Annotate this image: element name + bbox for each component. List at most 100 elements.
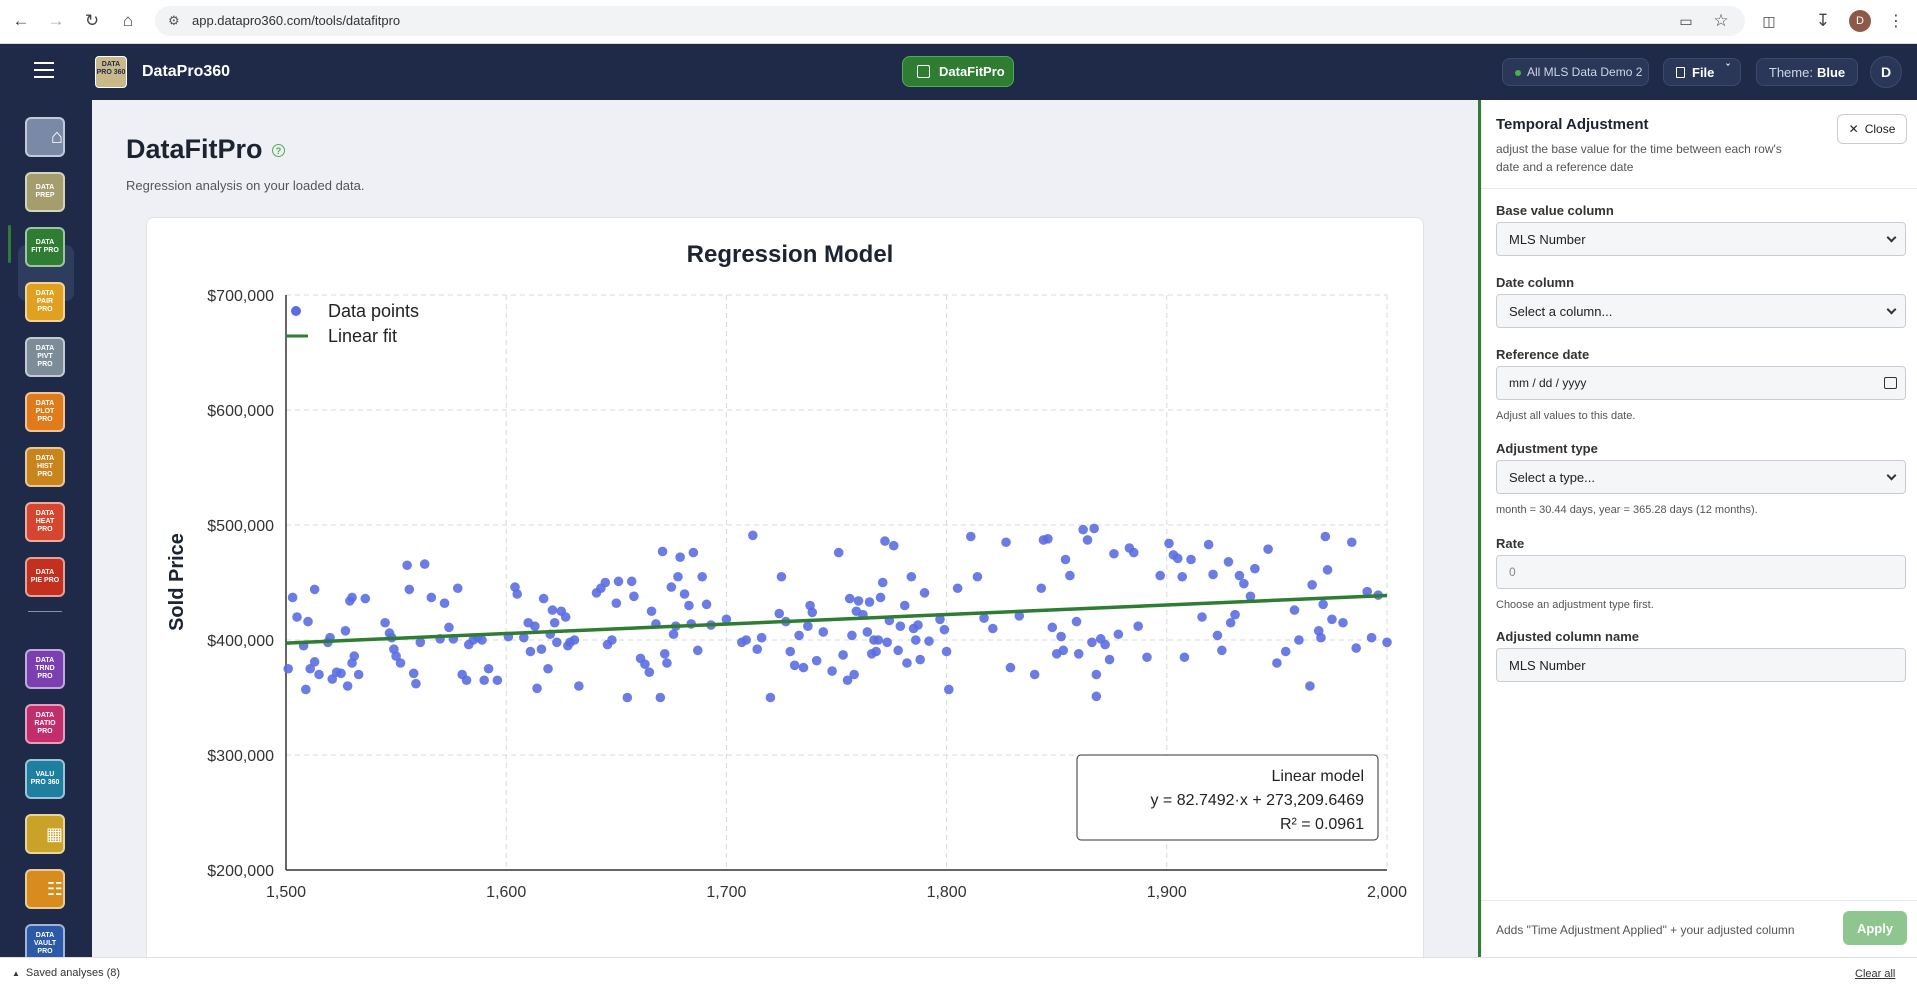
data-point[interactable] bbox=[803, 621, 813, 631]
data-point[interactable] bbox=[1100, 639, 1110, 650]
data-point[interactable] bbox=[875, 592, 886, 603]
data-point[interactable] bbox=[924, 636, 934, 646]
data-point[interactable] bbox=[292, 612, 302, 622]
data-point[interactable] bbox=[525, 646, 536, 657]
data-point[interactable] bbox=[607, 635, 617, 645]
data-point[interactable] bbox=[873, 635, 884, 645]
help-icon[interactable]: ? bbox=[272, 144, 285, 157]
data-point[interactable] bbox=[402, 560, 412, 571]
data-point[interactable] bbox=[1351, 643, 1361, 653]
data-point[interactable] bbox=[655, 692, 666, 703]
data-point[interactable] bbox=[666, 582, 677, 592]
data-point[interactable] bbox=[353, 669, 364, 680]
forward-icon[interactable]: → bbox=[47, 11, 65, 30]
data-point[interactable] bbox=[1155, 570, 1165, 581]
sidebar-item-plot[interactable]: DATA PLOT PRO bbox=[25, 392, 65, 432]
data-point[interactable] bbox=[492, 675, 503, 686]
data-point[interactable] bbox=[774, 608, 785, 619]
saved-analyses-toggle[interactable]: ▲ Saved analyses (8) bbox=[12, 967, 120, 979]
data-point[interactable] bbox=[899, 600, 910, 611]
data-point[interactable] bbox=[972, 571, 983, 582]
sidebar-item-trnd[interactable]: DATA TRND PRO bbox=[25, 649, 65, 689]
data-point[interactable] bbox=[552, 637, 562, 648]
data-point[interactable] bbox=[833, 547, 844, 558]
data-point[interactable] bbox=[1305, 681, 1315, 691]
data-point[interactable] bbox=[1294, 635, 1304, 645]
data-point[interactable] bbox=[1164, 538, 1174, 549]
sidebar-item-ratio[interactable]: DATA RATIO PRO bbox=[25, 704, 65, 744]
data-point[interactable] bbox=[902, 658, 912, 668]
base-value-select[interactable]: MLS Number bbox=[1496, 222, 1906, 256]
data-point[interactable] bbox=[408, 668, 419, 679]
data-point[interactable] bbox=[530, 621, 540, 631]
data-point[interactable] bbox=[1091, 691, 1102, 702]
data-point[interactable] bbox=[988, 623, 998, 634]
data-point[interactable] bbox=[1142, 652, 1152, 663]
data-point[interactable] bbox=[340, 626, 351, 636]
data-point[interactable] bbox=[818, 627, 829, 637]
data-point[interactable] bbox=[935, 614, 945, 625]
data-point[interactable] bbox=[404, 584, 415, 595]
data-point[interactable] bbox=[439, 598, 450, 608]
data-point[interactable] bbox=[789, 660, 800, 671]
data-point[interactable] bbox=[1197, 612, 1207, 622]
data-point[interactable] bbox=[314, 669, 324, 680]
data-point[interactable] bbox=[1065, 570, 1075, 581]
data-point[interactable] bbox=[862, 627, 873, 637]
data-point[interactable] bbox=[1346, 537, 1357, 548]
install-app-icon[interactable]: ▭ bbox=[1679, 12, 1693, 29]
data-point[interactable] bbox=[349, 651, 360, 661]
data-point[interactable] bbox=[611, 598, 622, 608]
data-point[interactable] bbox=[880, 536, 890, 546]
data-point[interactable] bbox=[419, 559, 430, 569]
home-icon[interactable]: ⌂ bbox=[122, 11, 134, 30]
data-point[interactable] bbox=[673, 571, 683, 582]
data-point[interactable] bbox=[613, 576, 624, 587]
data-point[interactable] bbox=[452, 583, 463, 594]
data-point[interactable] bbox=[646, 606, 657, 617]
site-info-icon[interactable]: ⚙ bbox=[168, 13, 180, 28]
data-point[interactable] bbox=[483, 663, 494, 674]
active-tool-badge[interactable]: DataFitPro bbox=[902, 56, 1014, 87]
data-point[interactable] bbox=[662, 658, 672, 668]
data-point[interactable] bbox=[888, 540, 899, 551]
data-point[interactable] bbox=[882, 637, 892, 648]
data-point[interactable] bbox=[939, 624, 950, 635]
data-point[interactable] bbox=[871, 646, 881, 657]
reference-date-input[interactable]: mm / dd / yyyy bbox=[1496, 366, 1906, 400]
data-point[interactable] bbox=[287, 592, 298, 603]
apply-button[interactable]: Apply bbox=[1843, 911, 1907, 945]
data-point[interactable] bbox=[536, 644, 547, 654]
sidebar-item-pivt[interactable]: DATA PIVT PRO bbox=[25, 337, 65, 377]
data-point[interactable] bbox=[1186, 554, 1196, 565]
data-point[interactable] bbox=[1005, 662, 1016, 673]
data-point[interactable] bbox=[1208, 569, 1218, 580]
data-point[interactable] bbox=[380, 617, 390, 628]
data-point[interactable] bbox=[842, 675, 853, 686]
sidebar-item-pie[interactable]: DATA PIE PRO bbox=[25, 557, 65, 597]
data-point[interactable] bbox=[1113, 629, 1124, 640]
data-point[interactable] bbox=[679, 589, 690, 599]
data-point[interactable] bbox=[1316, 632, 1326, 643]
data-point[interactable] bbox=[844, 593, 855, 604]
data-point[interactable] bbox=[752, 644, 763, 654]
data-point[interactable] bbox=[519, 632, 529, 643]
data-point[interactable] bbox=[1362, 586, 1372, 597]
data-point[interactable] bbox=[1091, 669, 1102, 680]
data-point[interactable] bbox=[688, 547, 699, 558]
data-point[interactable] bbox=[426, 592, 437, 603]
sidebar-item-fit[interactable]: DATA FIT PRO bbox=[25, 227, 65, 267]
rate-input[interactable]: 0 bbox=[1496, 555, 1906, 589]
data-point[interactable] bbox=[1173, 553, 1183, 564]
data-point[interactable] bbox=[1239, 578, 1249, 589]
data-point[interactable] bbox=[979, 613, 989, 623]
regression-chart[interactable]: Regression Model Sold Price 1,500 1,600 1,… bbox=[147, 218, 1425, 958]
data-point[interactable] bbox=[919, 588, 930, 598]
data-point[interactable] bbox=[721, 614, 732, 625]
data-point[interactable] bbox=[966, 531, 976, 542]
sidebar-item-report[interactable]: ☷ bbox=[25, 869, 65, 909]
data-point[interactable] bbox=[668, 629, 679, 640]
data-point[interactable] bbox=[659, 649, 670, 659]
data-point[interactable] bbox=[811, 655, 822, 666]
data-point[interactable] bbox=[347, 592, 357, 603]
